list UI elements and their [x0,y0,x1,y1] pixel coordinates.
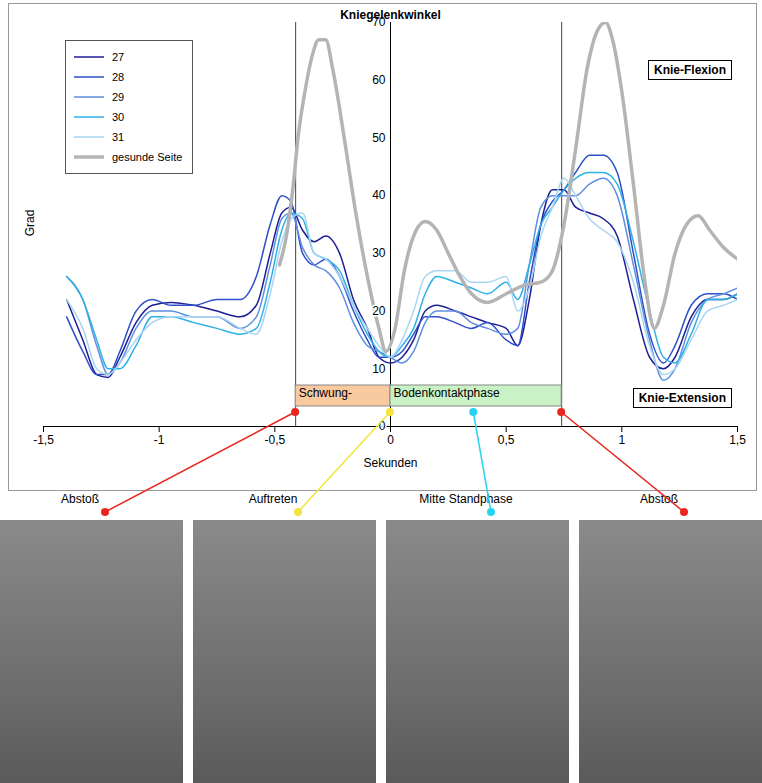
html-text:Auftreten: Auftreten [248,492,298,506]
html-text:Grad: Grad [23,209,37,237]
html-text:Knie-Flexion: Knie-Flexion [654,63,726,77]
html-text:30: 30 [112,111,125,123]
html-text:Abstoß: Abstoß [640,492,678,506]
html-text:29: 29 [112,91,125,103]
svg-text:0: 0 [379,419,386,433]
svg-text:30: 30 [372,246,386,260]
svg-text:60: 60 [372,73,386,87]
svg-text:1: 1 [618,433,625,447]
svg-text:70: 70 [372,15,386,30]
html-text:31: 31 [112,131,125,143]
svg-text:10: 10 [372,362,386,376]
html-text:Mitte Standphase: Mitte Standphase [419,492,513,506]
html-text:gesunde Seite: gesunde Seite [112,151,183,163]
svg-text:20: 20 [372,304,386,318]
svg-text:-1: -1 [154,433,165,447]
html-text:Abstoß: Abstoß [61,492,99,506]
svg-text:Sekunden: Sekunden [363,456,417,470]
html-text:27: 27 [112,51,125,63]
svg-text:Schwung-: Schwung- [299,386,352,400]
svg-text:0,5: 0,5 [498,433,515,447]
svg-text:0: 0 [387,433,394,447]
svg-text:40: 40 [372,188,386,202]
svg-text:1,5: 1,5 [729,433,746,447]
svg-text:50: 50 [372,131,386,145]
svg-text:-1,5: -1,5 [33,433,54,447]
svg-text:Bodenkontaktphase: Bodenkontaktphase [394,386,500,400]
svg-text:-0,5: -0,5 [264,433,285,447]
html-text:28: 28 [112,71,125,83]
svg-text:Kniegelenkwinkel: Kniegelenkwinkel [340,8,441,22]
html-text:Knie-Extension: Knie-Extension [638,391,726,405]
